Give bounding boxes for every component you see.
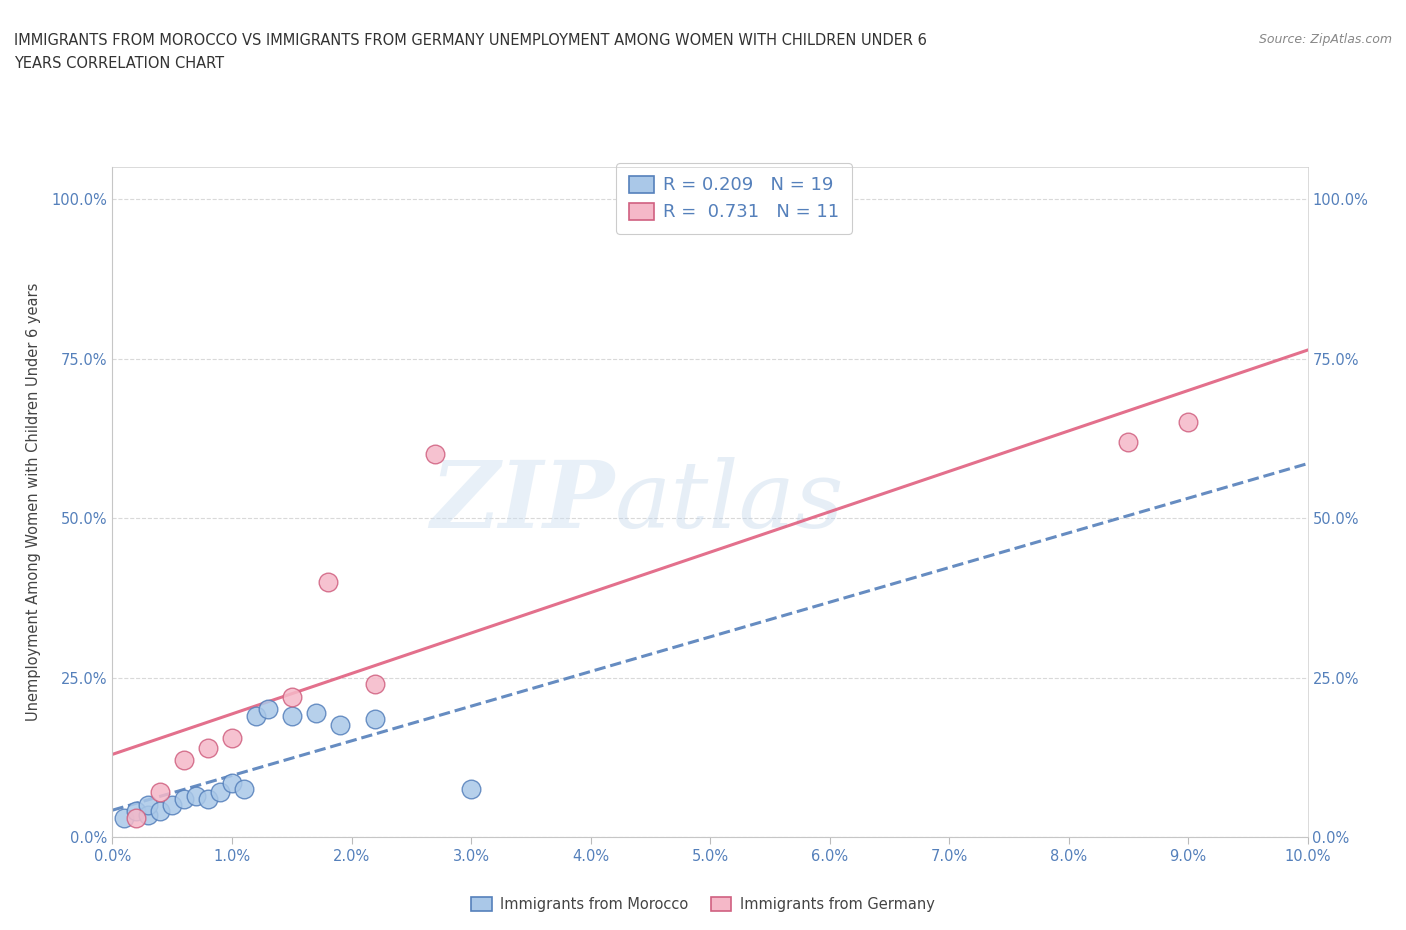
Point [1177, 415, 1199, 430]
Point [245, 709, 267, 724]
Point [328, 718, 352, 733]
Point [186, 788, 208, 803]
Legend: Immigrants from Morocco, Immigrants from Germany: Immigrants from Morocco, Immigrants from… [465, 891, 941, 918]
Point [208, 785, 231, 800]
Text: Source: ZipAtlas.com: Source: ZipAtlas.com [1258, 33, 1392, 46]
Point [364, 711, 387, 726]
Point [425, 447, 447, 462]
Point [173, 753, 195, 768]
Point [221, 731, 243, 746]
Point [162, 798, 183, 813]
Point [138, 798, 160, 813]
Point [114, 810, 135, 825]
Point [281, 689, 304, 704]
Point [304, 705, 326, 720]
Point [460, 782, 482, 797]
Point [316, 575, 339, 590]
Point [125, 804, 148, 819]
Point [232, 782, 256, 797]
Text: ZIP: ZIP [430, 458, 614, 547]
Point [221, 776, 243, 790]
Point [173, 791, 195, 806]
Point [149, 785, 172, 800]
Point [149, 804, 172, 819]
Point [257, 702, 280, 717]
Point [1118, 434, 1140, 449]
Text: atlas: atlas [614, 458, 844, 547]
Point [138, 807, 160, 822]
Legend: R = 0.209   N = 19, R =  0.731   N = 11: R = 0.209 N = 19, R = 0.731 N = 11 [616, 163, 852, 234]
Y-axis label: Unemployment Among Women with Children Under 6 years: Unemployment Among Women with Children U… [25, 283, 41, 722]
Point [197, 791, 219, 806]
Point [281, 709, 304, 724]
Point [125, 810, 148, 825]
Text: IMMIGRANTS FROM MOROCCO VS IMMIGRANTS FROM GERMANY UNEMPLOYMENT AMONG WOMEN WITH: IMMIGRANTS FROM MOROCCO VS IMMIGRANTS FR… [14, 33, 927, 47]
Text: YEARS CORRELATION CHART: YEARS CORRELATION CHART [14, 56, 224, 71]
Point [364, 676, 387, 691]
Point [197, 740, 219, 755]
